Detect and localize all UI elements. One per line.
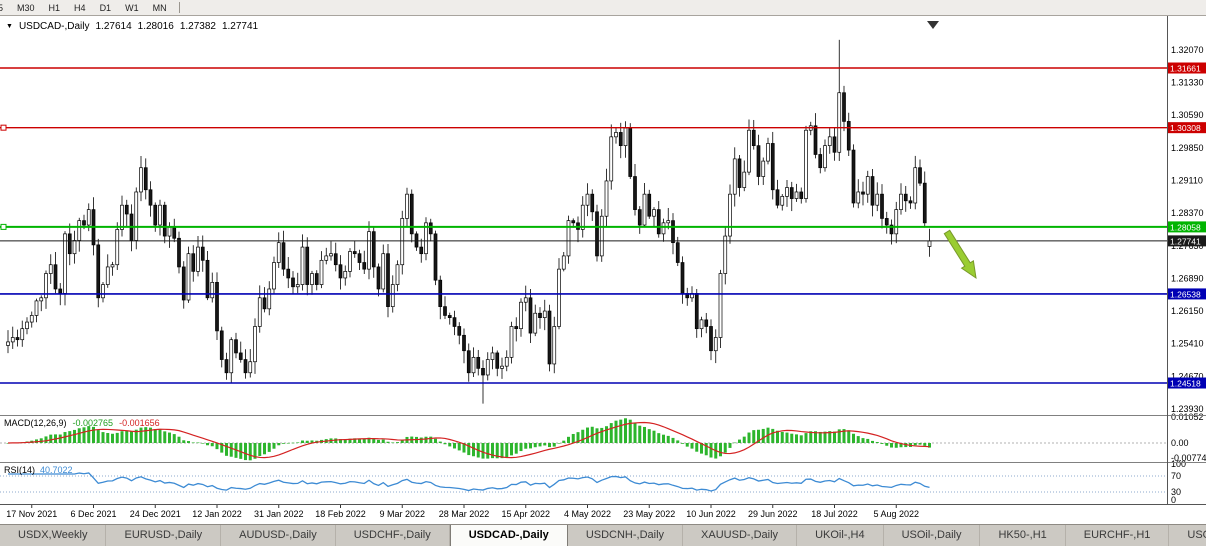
chart-tab-usdx-weekly[interactable]: USDX,Weekly xyxy=(0,525,107,546)
date-axis-label: 15 Apr 2022 xyxy=(501,509,550,519)
chart-tab-ukoil-h4[interactable]: UKOil-,H4 xyxy=(797,525,884,546)
svg-text:0.00: 0.00 xyxy=(1171,438,1189,448)
main-chart-canvas[interactable]: 1.32070 1.31330 1.30590 1.29850 1.29110 1.283… xyxy=(0,16,1206,524)
date-axis-label: 9 Mar 2022 xyxy=(379,509,425,519)
chart-tab-xauusd-daily[interactable]: XAUUSD-,Daily xyxy=(683,525,798,546)
svg-text:0: 0 xyxy=(1171,495,1176,505)
candlesticks xyxy=(6,39,932,404)
date-axis-label: 23 May 2022 xyxy=(623,509,675,519)
timeframe-button-mn[interactable]: MN xyxy=(152,2,167,13)
svg-text:1.25410: 1.25410 xyxy=(1171,339,1204,349)
svg-text:1.26150: 1.26150 xyxy=(1171,306,1204,316)
svg-text:1.32070: 1.32070 xyxy=(1171,45,1204,55)
level-line-handle[interactable] xyxy=(0,124,7,131)
chart-tab-eurusd-daily[interactable]: EURUSD-,Daily xyxy=(106,525,222,546)
macd-label: MACD(12,26,9) -0.002765 -0.001656 xyxy=(4,418,160,428)
svg-text:0.01052: 0.01052 xyxy=(1171,412,1204,422)
chart-tabs-bar: USDX,Weekly EURUSD-,Daily AUDUSD-,Daily USD… xyxy=(0,524,1206,546)
chart-shift-marker-icon[interactable] xyxy=(927,21,939,29)
svg-text:1.24670: 1.24670 xyxy=(1171,371,1204,381)
svg-text:-0.00774: -0.00774 xyxy=(1171,453,1206,463)
chart-tab-usoil-daily[interactable]: USOil-,Daily xyxy=(884,525,981,546)
svg-text:1.24518: 1.24518 xyxy=(1170,379,1201,389)
chart-tab-usdcad-daily[interactable]: USDCAD-,Daily xyxy=(449,525,568,546)
down-arrow-annotation[interactable] xyxy=(943,229,977,280)
date-axis-label: 28 Mar 2022 xyxy=(439,509,490,519)
svg-text:1.31661: 1.31661 xyxy=(1170,64,1201,74)
toolbar-separator xyxy=(178,2,180,13)
date-axis-label: 4 May 2022 xyxy=(564,509,611,519)
timeframe-button-w1[interactable]: W1 xyxy=(125,2,139,13)
date-axis-label: 18 Jul 2022 xyxy=(811,509,858,519)
chart-window: 1.32070 1.31330 1.30590 1.29850 1.29110 1.283… xyxy=(0,16,1206,524)
svg-text:1.28370: 1.28370 xyxy=(1171,208,1204,218)
timeframe-toolbar: 5 M30 H1 H4 D1 W1 MN xyxy=(0,0,1206,16)
svg-text:100: 100 xyxy=(1171,459,1186,469)
rsi-line xyxy=(8,472,930,492)
timeframe-button-5[interactable]: 5 xyxy=(0,2,4,13)
chart-tab-hk50-h1[interactable]: HK50-,H1 xyxy=(980,525,1066,546)
svg-text:1.30590: 1.30590 xyxy=(1171,110,1204,120)
svg-text:30: 30 xyxy=(1171,487,1181,497)
date-axis-label: 31 Jan 2022 xyxy=(254,509,304,519)
date-axis-label: 10 Jun 2022 xyxy=(686,509,736,519)
timeframe-button-h4[interactable]: H4 xyxy=(74,2,86,13)
svg-text:1.31330: 1.31330 xyxy=(1171,78,1204,88)
level-line-handle[interactable] xyxy=(0,223,7,230)
svg-text:1.29110: 1.29110 xyxy=(1171,175,1203,185)
date-axis-label: 18 Feb 2022 xyxy=(315,509,366,519)
svg-text:1.27741: 1.27741 xyxy=(1170,236,1201,246)
macd-signal-line xyxy=(7,421,930,459)
date-axis[interactable]: 17 Nov 2021 6 Dec 2021 24 Dec 2021 12 Jan 2… xyxy=(6,505,919,519)
quick-trade-dropdown-icon[interactable]: ▼ xyxy=(6,23,13,30)
svg-text:1.26538: 1.26538 xyxy=(1170,289,1201,299)
svg-text:1.29850: 1.29850 xyxy=(1171,143,1204,153)
date-axis-label: 12 Jan 2022 xyxy=(192,509,242,519)
chart-tab-usdchf-daily[interactable]: USDCHF-,Daily xyxy=(336,525,450,546)
svg-text:1.30308: 1.30308 xyxy=(1170,123,1201,133)
timeframe-button-m30[interactable]: M30 xyxy=(17,2,35,13)
rsi-label: RSI(14) 40.7022 xyxy=(4,465,73,475)
date-axis-label: 24 Dec 2021 xyxy=(130,509,181,519)
svg-text:1.26890: 1.26890 xyxy=(1171,273,1204,283)
date-axis-label: 5 Aug 2022 xyxy=(873,509,919,519)
timeframe-button-h1[interactable]: H1 xyxy=(48,2,61,13)
svg-text:1.23930: 1.23930 xyxy=(1171,404,1204,414)
date-axis-label: 6 Dec 2021 xyxy=(70,509,116,519)
date-axis-label: 29 Jun 2022 xyxy=(748,509,798,519)
timeframe-button-d1[interactable]: D1 xyxy=(99,2,112,13)
date-axis-label: 17 Nov 2021 xyxy=(6,509,57,519)
macd-histogram xyxy=(6,418,931,461)
svg-text:1.28058: 1.28058 xyxy=(1170,222,1201,232)
chart-tab-usoil-h4[interactable]: USOil-,H4 xyxy=(1169,525,1206,546)
axis-price-boxes: 1.31661 1.30308 1.28058 1.26538 1.24518 1.277… xyxy=(1168,62,1206,389)
chart-tab-eurchf-h1[interactable]: EURCHF-,H1 xyxy=(1066,525,1170,546)
chart-tab-audusd-daily[interactable]: AUDUSD-,Daily xyxy=(221,525,336,546)
svg-text:70: 70 xyxy=(1171,471,1181,481)
chart-tab-usdcnh-daily[interactable]: USDCNH-,Daily xyxy=(568,525,684,546)
